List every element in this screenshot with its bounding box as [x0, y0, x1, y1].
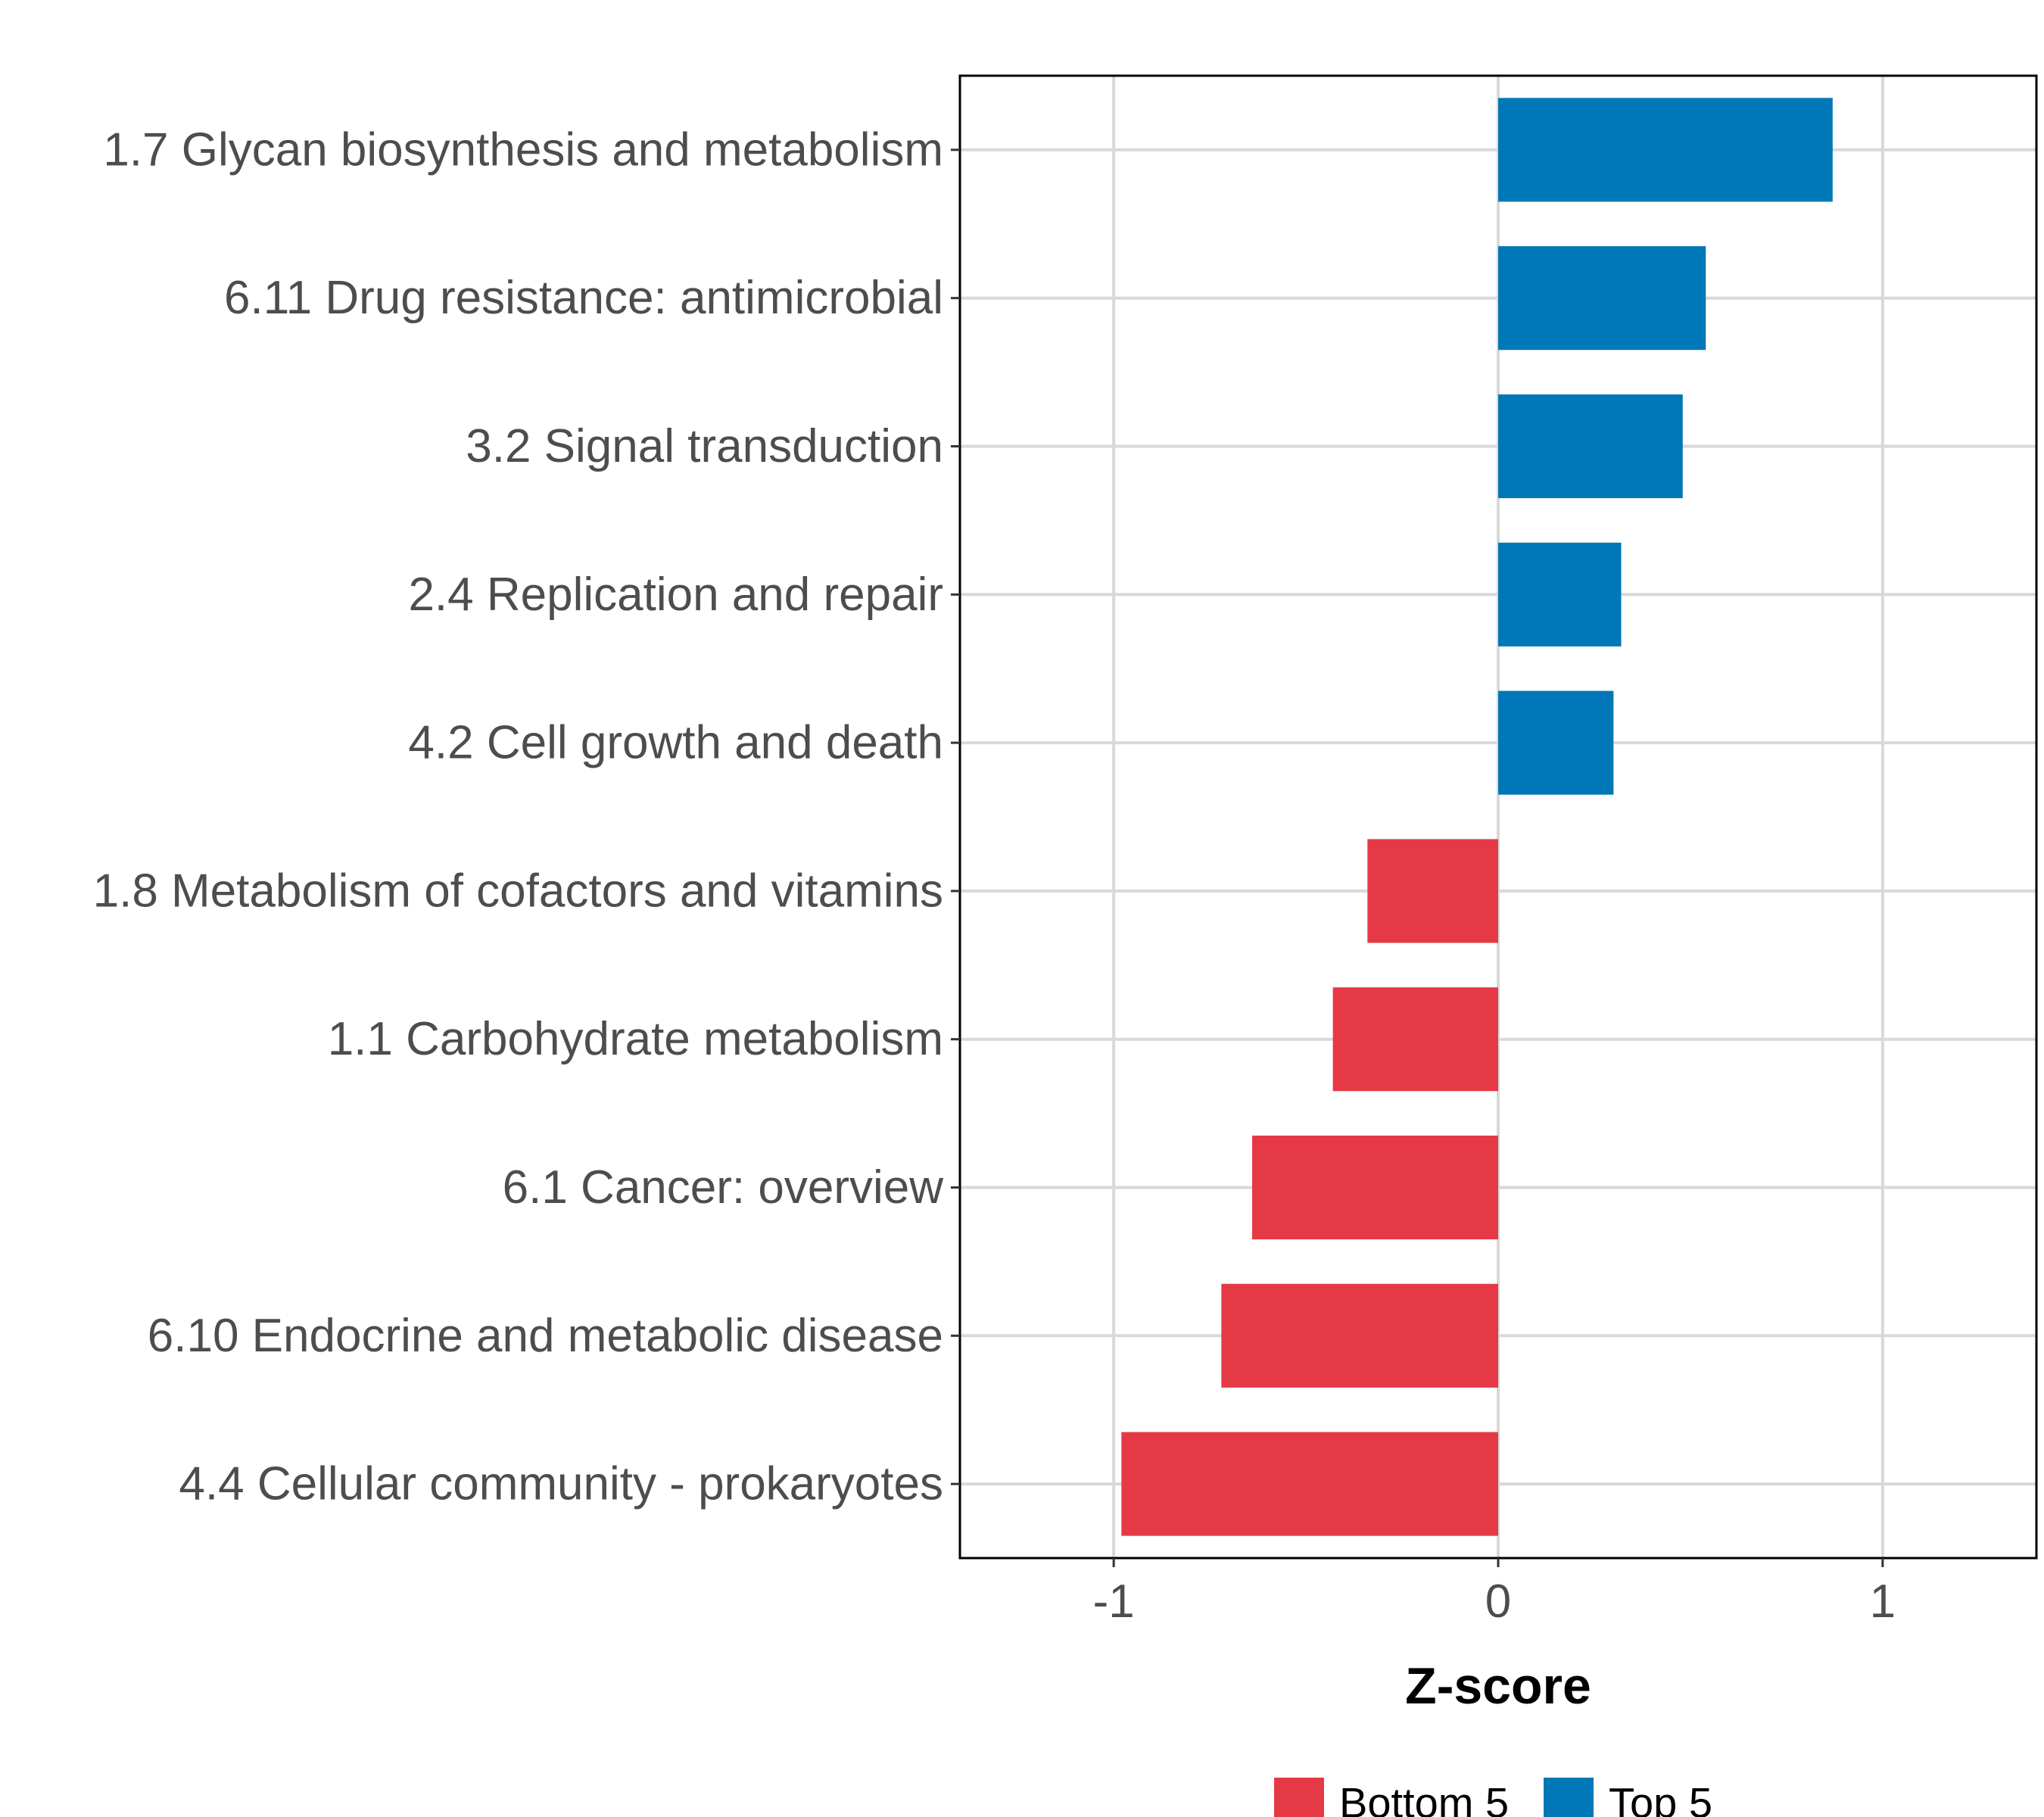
x-tick-label: 0: [1485, 1575, 1511, 1628]
legend-swatch: [1544, 1778, 1594, 1817]
x-tick-label: 1: [1870, 1575, 1896, 1628]
legend-swatch: [1274, 1778, 1324, 1817]
legend-label: Top 5: [1609, 1779, 1712, 1817]
category-label: 3.2 Signal transduction: [466, 420, 943, 472]
category-label: 6.1 Cancer: overview: [503, 1161, 944, 1214]
x-tick-label: -1: [1093, 1575, 1135, 1628]
x-axis: -1 0 1: [1093, 1558, 1896, 1628]
bar: [1498, 394, 1683, 499]
category-label: 1.7 Glycan biosynthesis and metabolism: [103, 123, 943, 176]
category-label: 6.11 Drug resistance: antimicrobial: [224, 272, 943, 324]
y-axis: 1.7 Glycan biosynthesis and metabolism 6.…: [93, 123, 960, 1510]
category-label: 1.1 Carbohydrate metabolism: [328, 1013, 943, 1065]
category-label: 4.4 Cellular community - prokaryotes: [179, 1458, 943, 1510]
bar: [1498, 98, 1833, 202]
bar: [1332, 987, 1498, 1092]
bar: [1367, 839, 1498, 943]
bar: [1498, 246, 1706, 351]
bar: [1221, 1283, 1498, 1388]
category-label: 4.2 Cell growth and death: [408, 717, 943, 769]
bar: [1121, 1432, 1498, 1536]
category-label: 1.8 Metabolism of cofactors and vitamins: [93, 865, 943, 917]
legend-label: Bottom 5: [1339, 1779, 1509, 1817]
bars: [1121, 98, 1833, 1536]
bar: [1251, 1135, 1498, 1240]
legend: Bottom 5 Top 5: [1274, 1778, 1712, 1817]
category-label: 2.4 Replication and repair: [408, 569, 943, 621]
x-axis-title: Z-score: [1405, 1657, 1591, 1715]
bar: [1498, 690, 1614, 795]
category-label: 6.10 Endocrine and metabolic disease: [148, 1310, 943, 1362]
bar: [1498, 542, 1622, 647]
